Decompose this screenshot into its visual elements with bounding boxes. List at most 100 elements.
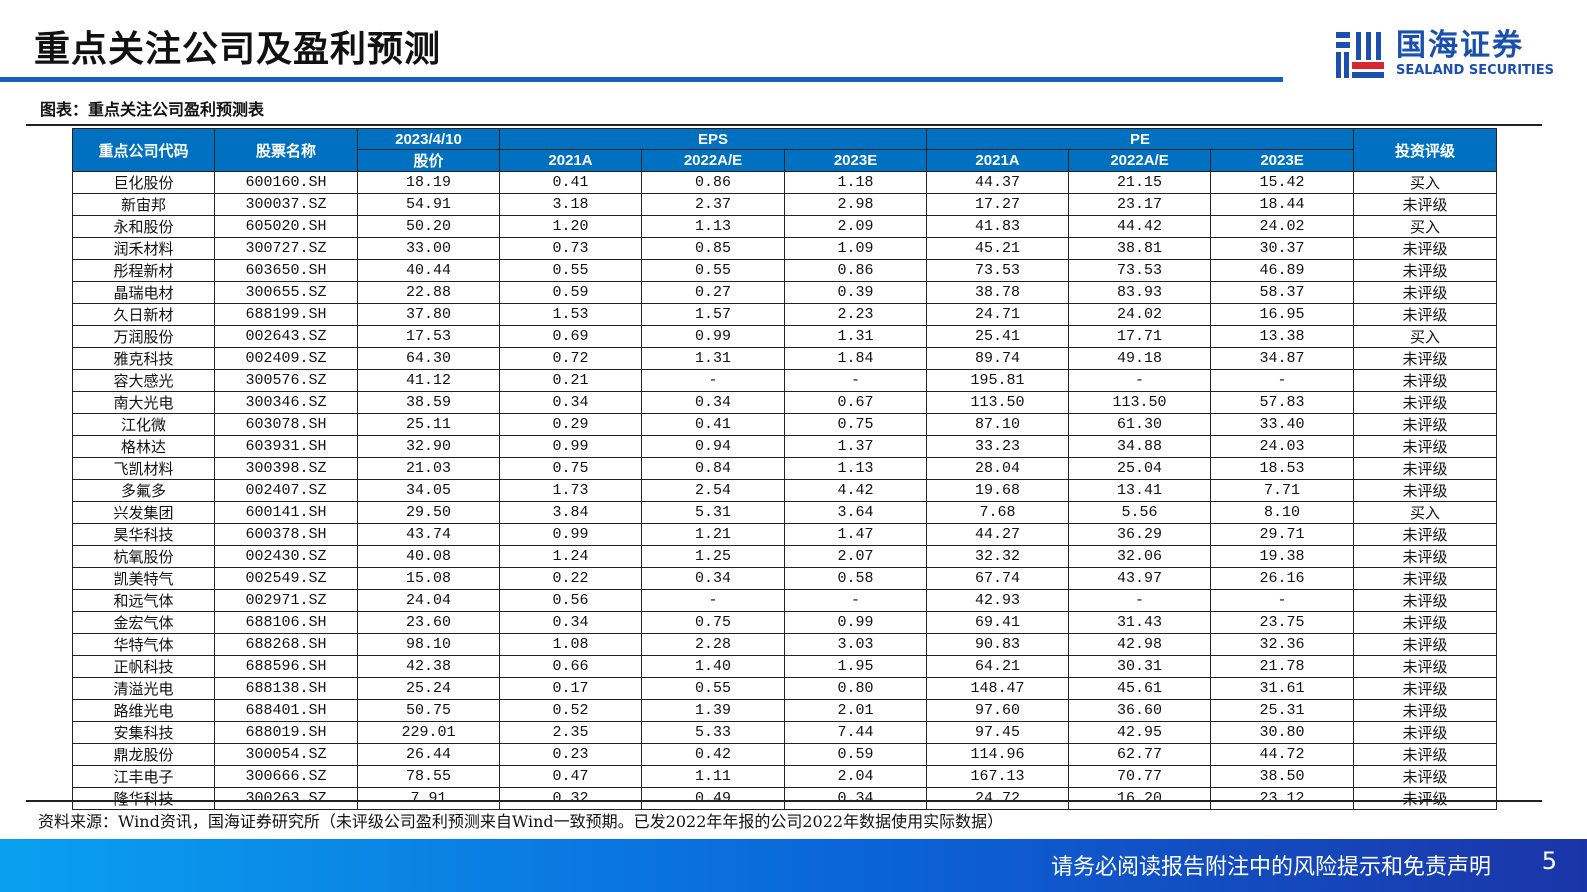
rating-cell: 未评级 <box>1353 743 1498 766</box>
pe-2023e-cell: 13.38 <box>1210 325 1355 348</box>
eps-2022ae-cell: 0.75 <box>641 611 785 634</box>
pe-2021a-cell: 25.41 <box>926 325 1070 348</box>
eps-2022ae-cell: 0.27 <box>641 281 785 304</box>
pe-2023e-cell: 24.03 <box>1210 435 1355 458</box>
table-row: 凯美特气 002549.SZ 15.08 0.22 0.34 0.58 67.74 43.97… <box>72 567 1498 590</box>
pe-2022ae-cell: 23.17 <box>1068 193 1212 216</box>
pe-2021a-cell: 28.04 <box>926 457 1070 480</box>
eps-2021a-cell: 0.41 <box>499 171 642 194</box>
pe-2021a-cell: 44.37 <box>926 171 1070 194</box>
eps-2023e-cell: 2.01 <box>783 699 928 722</box>
company-name-cell: 雅克科技 <box>72 347 215 370</box>
page-number: 5 <box>1541 847 1557 875</box>
pe-2022ae-cell: 21.15 <box>1068 171 1212 194</box>
eps-2021a-cell: 0.22 <box>499 567 642 590</box>
price-cell: 38.59 <box>357 391 500 414</box>
pe-2022ae-cell: 62.77 <box>1068 743 1212 766</box>
price-cell: 42.38 <box>357 655 500 678</box>
stock-code-cell: 603650.SH <box>214 259 358 282</box>
rating-cell: 未评级 <box>1353 611 1498 634</box>
header-row-1: 重点公司代码 股票名称 2023/4/10 EPS PE 投资评级 <box>72 128 1498 172</box>
pe-2022ae-cell: 45.61 <box>1068 677 1212 700</box>
pe-2023e-cell: 46.89 <box>1210 259 1355 282</box>
stock-code-cell: 002643.SZ <box>214 325 358 348</box>
stock-code-cell: 600141.SH <box>214 501 358 524</box>
pe-2021a-cell: 73.53 <box>926 259 1070 282</box>
eps-2021a-cell: 2.35 <box>499 721 642 744</box>
price-cell: 25.11 <box>357 413 500 436</box>
company-name-cell: 晶瑞电材 <box>72 281 215 304</box>
pe-2022ae-cell: 36.60 <box>1068 699 1212 722</box>
table-row: 隆华科技 300263.SZ 7.91 0.32 0.49 0.34 24.72 16.20 2… <box>72 787 1498 810</box>
table-row: 安集科技 688019.SH 229.01 2.35 5.33 7.44 97.45 42.9… <box>72 721 1498 744</box>
pe-2021a-cell: 32.32 <box>926 545 1070 568</box>
stock-code-cell: 002409.SZ <box>214 347 358 370</box>
header-eps-2021: 2021A <box>499 149 642 172</box>
stock-code-cell: 300263.SZ <box>214 787 358 810</box>
price-cell: 50.75 <box>357 699 500 722</box>
eps-2022ae-cell: 2.37 <box>641 193 785 216</box>
table-row: 南大光电 300346.SZ 38.59 0.34 0.34 0.67 113.50 113.… <box>72 391 1498 414</box>
price-cell: 98.10 <box>357 633 500 656</box>
eps-2023e-cell: 4.42 <box>783 479 928 502</box>
logo-mark-icon <box>1334 28 1386 80</box>
eps-2022ae-cell: 1.31 <box>641 347 785 370</box>
company-name-cell: 凯美特气 <box>72 567 215 590</box>
eps-2023e-cell: - <box>783 369 928 392</box>
pe-2022ae-cell: 70.77 <box>1068 765 1212 788</box>
company-name-cell: 鼎龙股份 <box>72 743 215 766</box>
rating-cell: 未评级 <box>1353 259 1498 282</box>
pe-2022ae-cell: 49.18 <box>1068 347 1212 370</box>
pe-2022ae-cell: 83.93 <box>1068 281 1212 304</box>
stock-code-cell: 002430.SZ <box>214 545 358 568</box>
eps-2022ae-cell: 0.55 <box>641 259 785 282</box>
rating-cell: 未评级 <box>1353 699 1498 722</box>
header-eps-2022: 2022A/E <box>641 149 785 172</box>
stock-code-cell: 605020.SH <box>214 215 358 238</box>
eps-2022ae-cell: 0.49 <box>641 787 785 810</box>
table-row: 金宏气体 688106.SH 23.60 0.34 0.75 0.99 69.41 31.43… <box>72 611 1498 634</box>
eps-2023e-cell: 1.37 <box>783 435 928 458</box>
eps-2022ae-cell: 1.25 <box>641 545 785 568</box>
eps-2021a-cell: 0.34 <box>499 391 642 414</box>
rating-cell: 未评级 <box>1353 413 1498 436</box>
pe-2023e-cell: 15.42 <box>1210 171 1355 194</box>
title-divider <box>0 77 1283 82</box>
eps-2023e-cell: 3.03 <box>783 633 928 656</box>
pe-2022ae-cell: 31.43 <box>1068 611 1212 634</box>
pe-2022ae-cell: 16.20 <box>1068 787 1212 810</box>
pe-2023e-cell: 25.31 <box>1210 699 1355 722</box>
pe-2023e-cell: 34.87 <box>1210 347 1355 370</box>
eps-2023e-cell: 2.23 <box>783 303 928 326</box>
company-name-cell: 万润股份 <box>72 325 215 348</box>
pe-2022ae-cell: 17.71 <box>1068 325 1212 348</box>
company-name-cell: 金宏气体 <box>72 611 215 634</box>
company-name-cell: 和远气体 <box>72 589 215 612</box>
pe-2021a-cell: 45.21 <box>926 237 1070 260</box>
table-row: 飞凯材料 300398.SZ 21.03 0.75 0.84 1.13 28.04 25.04… <box>72 457 1498 480</box>
eps-2021a-cell: 3.84 <box>499 501 642 524</box>
pe-2021a-cell: 97.60 <box>926 699 1070 722</box>
price-cell: 26.44 <box>357 743 500 766</box>
rating-cell: 未评级 <box>1353 787 1498 810</box>
header-pe-2022: 2022A/E <box>1068 149 1212 172</box>
pe-2023e-cell: 23.75 <box>1210 611 1355 634</box>
table-row: 和远气体 002971.SZ 24.04 0.56- -42.93- - 未评级 <box>72 589 1498 612</box>
eps-2023e-cell: 0.75 <box>783 413 928 436</box>
eps-2023e-cell: 1.18 <box>783 171 928 194</box>
rating-cell: 未评级 <box>1353 237 1498 260</box>
table-row: 正帆科技 688596.SH 42.38 0.66 1.40 1.95 64.21 30.31… <box>72 655 1498 678</box>
table-row: 雅克科技 002409.SZ 64.30 0.72 1.31 1.84 89.74 49.18… <box>72 347 1498 370</box>
header-pe-2023: 2023E <box>1210 149 1355 172</box>
pe-2023e-cell: 32.36 <box>1210 633 1355 656</box>
stock-code-cell: 300655.SZ <box>214 281 358 304</box>
header-pe: PE <box>926 128 1355 150</box>
pe-2021a-cell: 24.71 <box>926 303 1070 326</box>
pe-2022ae-cell: 30.31 <box>1068 655 1212 678</box>
table-row: 格林达 603931.SH 32.90 0.99 0.94 1.37 33.23 34.88 2… <box>72 435 1498 458</box>
price-cell: 21.03 <box>357 457 500 480</box>
pe-2023e-cell: 23.12 <box>1210 787 1355 810</box>
pe-2021a-cell: 90.83 <box>926 633 1070 656</box>
sealand-logo: 国海证券 SEALAND SECURITIES <box>1334 28 1554 80</box>
eps-2021a-cell: 0.99 <box>499 435 642 458</box>
